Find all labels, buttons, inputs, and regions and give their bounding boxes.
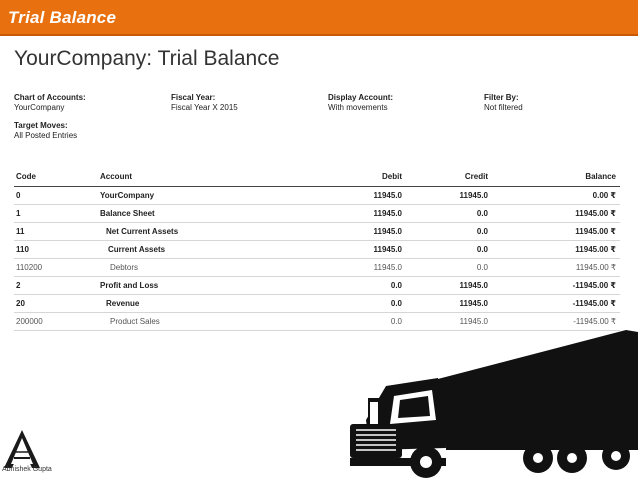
header-balance: Balance [585, 172, 616, 181]
row-debit: 0.0 [390, 317, 402, 326]
row-code: 2 [16, 281, 21, 290]
row-credit: 11945.0 [459, 317, 488, 326]
row-balance: -11945.00 ₹ [572, 281, 616, 290]
table-row: 11 Net Current Assets 11945.0 0.0 11945.00 ₹ [14, 223, 620, 241]
row-account: Profit and Loss [100, 281, 159, 290]
filter-value: Fiscal Year X 2015 [171, 103, 238, 112]
row-code: 110200 [16, 263, 43, 272]
filter-value: Not filtered [484, 103, 523, 112]
title-banner: Trial Balance [0, 0, 638, 36]
row-code: 200000 [16, 317, 43, 326]
filter-value: YourCompany [14, 103, 65, 112]
filter-chart-of-accounts: Chart of Accounts: YourCompany [14, 93, 86, 113]
row-credit: 0.0 [476, 245, 488, 254]
row-account: Product Sales [110, 317, 160, 326]
filter-label: Chart of Accounts: [14, 93, 86, 102]
report-header: YourCompany: Trial Balance [14, 44, 626, 74]
header-debit: Debit [382, 172, 402, 181]
row-account: Net Current Assets [106, 227, 179, 236]
target-label: Target Moves: [14, 121, 68, 130]
target-moves: Target Moves: All Posted Entries [14, 121, 77, 141]
header-credit: Credit [464, 172, 488, 181]
row-credit: 11945.0 [459, 299, 488, 308]
target-value: All Posted Entries [14, 131, 78, 140]
row-account: Balance Sheet [100, 209, 155, 218]
row-credit: 11945.0 [459, 191, 488, 200]
table-row: 110200 Debtors 11945.0 0.0 11945.00 ₹ [14, 259, 620, 277]
row-debit: 11945.0 [373, 227, 402, 236]
row-debit: 0.0 [390, 299, 402, 308]
row-account: Revenue [106, 299, 140, 308]
row-debit: 0.0 [390, 281, 402, 290]
table-row: 0 YourCompany 11945.0 11945.0 0.00 ₹ [14, 187, 620, 205]
filter-fiscal-year: Fiscal Year: Fiscal Year X 2015 [171, 93, 238, 113]
filter-by: Filter By: Not filtered [484, 93, 523, 113]
table-header-row: Code Account Debit Credit Balance [14, 167, 620, 187]
row-balance: 11945.00 ₹ [575, 245, 616, 254]
report-title: YourCompany: Trial Balance [14, 47, 280, 70]
row-code: 1 [16, 209, 21, 218]
banner-title: Trial Balance [8, 8, 117, 27]
truck-icon [350, 330, 638, 478]
row-debit: 11945.0 [373, 263, 402, 272]
row-debit: 11945.0 [373, 209, 402, 218]
row-credit: 0.0 [476, 263, 488, 272]
filter-label: Display Account: [328, 93, 394, 102]
row-debit: 11945.0 [373, 245, 402, 254]
table-row: 200000 Product Sales 0.0 11945.0 -11945.00 ₹ [14, 313, 620, 331]
row-credit: 0.0 [476, 227, 488, 236]
row-code: 0 [16, 191, 21, 200]
header-account: Account [100, 172, 132, 181]
header-code: Code [16, 172, 36, 181]
row-balance: 11945.00 ₹ [575, 227, 616, 236]
row-balance: 0.00 ₹ [592, 191, 616, 200]
filter-label: Fiscal Year: [171, 93, 216, 102]
filter-label: Filter By: [484, 93, 519, 102]
row-balance: -11945.00 ₹ [572, 299, 616, 308]
trial-balance-table: Code Account Debit Credit Balance 0 YourC… [14, 167, 620, 331]
author-name: Abhishek Gupta [2, 466, 52, 473]
table-row: 2 Profit and Loss 0.0 11945.0 -11945.00 ₹ [14, 277, 620, 295]
table-row: 20 Revenue 0.0 11945.0 -11945.00 ₹ [14, 295, 620, 313]
row-code: 11 [16, 227, 25, 236]
row-code: 20 [16, 299, 25, 308]
row-balance: 11945.00 ₹ [575, 263, 616, 272]
row-account: Current Assets [108, 245, 166, 254]
row-balance: 11945.00 ₹ [575, 209, 616, 218]
row-account: YourCompany [100, 191, 155, 200]
row-credit: 0.0 [476, 209, 488, 218]
triangle-logo-icon [4, 430, 40, 468]
table-row: 110 Current Assets 11945.0 0.0 11945.00 ₹ [14, 241, 620, 259]
row-credit: 11945.0 [459, 281, 488, 290]
row-debit: 11945.0 [373, 191, 402, 200]
row-account: Debtors [110, 263, 139, 272]
filter-value: With movements [328, 103, 388, 112]
row-balance: -11945.00 ₹ [573, 317, 616, 326]
row-code: 110 [16, 245, 29, 254]
filter-display-account: Display Account: With movements [328, 93, 393, 113]
table-row: 1 Balance Sheet 11945.0 0.0 11945.00 ₹ [14, 205, 620, 223]
